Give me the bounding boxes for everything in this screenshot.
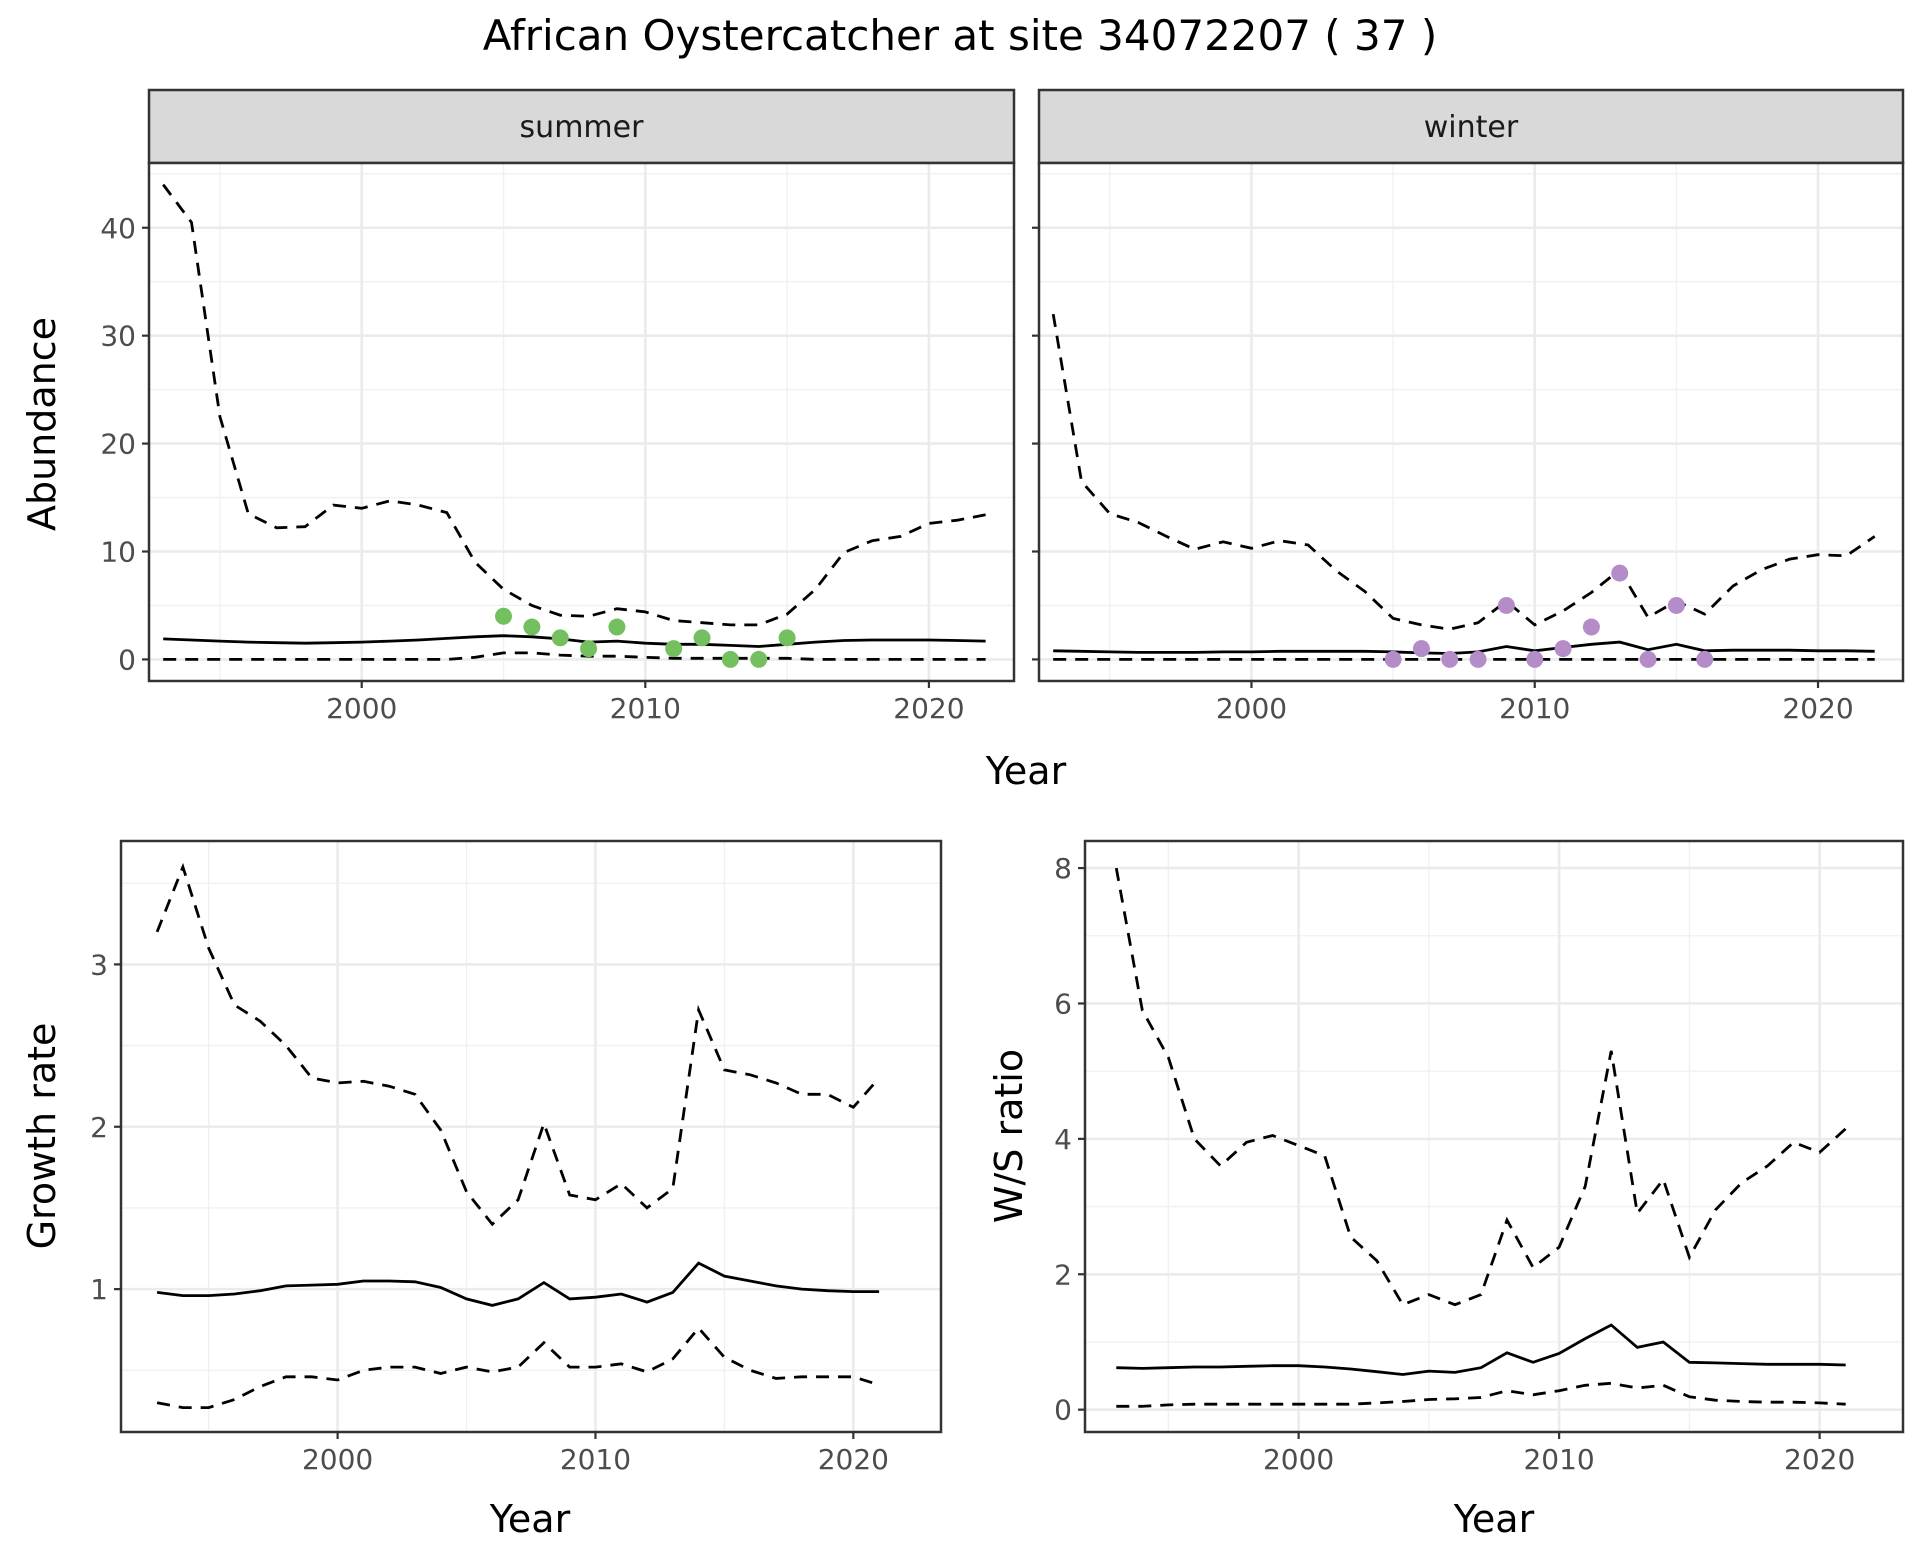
ratio-xlabel: Year [1453, 1497, 1535, 1541]
lower-bound-line [163, 651, 986, 661]
panel-border [147, 161, 1016, 683]
mean-line [156, 1261, 880, 1307]
figure-title: African Oystercatcher at site 34072207 (… [483, 11, 1437, 60]
observed-point [1441, 650, 1459, 668]
observed-point [580, 640, 598, 658]
upper-bound-line [1051, 313, 1876, 631]
observed-point [1582, 618, 1600, 636]
plot-background [121, 841, 941, 1432]
y-tick-label: 20 [100, 428, 136, 461]
observed-point [1639, 650, 1657, 668]
upper-bound-line [1114, 867, 1847, 1307]
summer-strip-label: summer [520, 110, 645, 145]
y-tick-label: 2 [1054, 1258, 1072, 1291]
y-tick-label: 0 [1054, 1394, 1072, 1427]
mean-line [1116, 1323, 1846, 1376]
y-tick-label: 40 [100, 212, 136, 245]
x-tick-label: 2000 [1216, 692, 1287, 725]
winter-strip-label: winter [1424, 110, 1519, 145]
winter-strip [1037, 88, 1905, 165]
observed-point [693, 629, 711, 647]
y-tick-label: 1 [90, 1273, 108, 1306]
x-tick-label: 2000 [326, 692, 397, 725]
y-tick-label: 10 [100, 536, 136, 569]
observed-point [1412, 640, 1430, 658]
observed-point [523, 618, 541, 636]
observed-point [495, 607, 513, 625]
observed-point [1554, 640, 1572, 658]
y-tick-label: 3 [90, 948, 108, 981]
growth-ylabel: Growth rate [20, 1023, 64, 1250]
observed-point [665, 640, 683, 658]
growth-rate-plot: 2000 2010 2020 1 2 3 [90, 839, 943, 1476]
observed-point [1667, 596, 1685, 614]
x-tick-label: 2010 [1499, 692, 1570, 725]
panel-border [1083, 839, 1905, 1434]
observed-point [551, 629, 569, 647]
observed-point [1526, 650, 1544, 668]
observed-point [778, 629, 796, 647]
observed-point [1611, 564, 1629, 582]
plot-background [1085, 841, 1903, 1432]
x-tick-label: 2020 [893, 692, 964, 725]
growth-xlabel: Year [489, 1497, 571, 1541]
observed-point [1497, 596, 1515, 614]
y-tick-label: 4 [1054, 1123, 1072, 1156]
observed-point [1469, 650, 1487, 668]
x-tick-label: 2020 [1784, 1443, 1855, 1476]
panel-border [1037, 161, 1905, 683]
y-tick-label: 0 [118, 643, 136, 676]
plot-background [149, 163, 1014, 681]
growth-rate-panel: 2000 2010 2020 1 2 3 Growth rate Year [20, 839, 943, 1541]
abundance-panel: summer winter 2000 2010 2020 0 10 20 30 40 2000… [20, 88, 1905, 793]
x-tick-label: 2010 [560, 1443, 631, 1476]
summer-facet: 2000 2010 2020 0 10 20 30 40 [100, 161, 1016, 725]
x-tick-label: 2020 [1782, 692, 1853, 725]
summer-strip [147, 88, 1016, 165]
observed-point [721, 650, 739, 668]
y-tick-label: 30 [100, 320, 136, 353]
ratio-ylabel: W/S ratio [987, 1049, 1031, 1223]
observed-point [1384, 650, 1402, 668]
mean-line [1053, 640, 1875, 655]
y-tick-label: 8 [1054, 852, 1072, 885]
lower-bound-line [1116, 1381, 1846, 1408]
observed-point [1696, 650, 1714, 668]
y-tick-label: 2 [90, 1111, 108, 1144]
ws-ratio-plot: 2000 2010 2020 0 2 4 6 8 [1054, 839, 1905, 1476]
x-tick-label: 2010 [610, 692, 681, 725]
x-tick-label: 2000 [302, 1443, 373, 1476]
upper-bound-line [155, 862, 881, 1227]
observed-point [608, 618, 626, 636]
abundance-xlabel: Year [985, 749, 1067, 793]
winter-facet: 2000 2010 2020 [1032, 161, 1905, 725]
observed-point [750, 650, 768, 668]
x-tick-label: 2000 [1263, 1443, 1334, 1476]
ws-ratio-panel: 2000 2010 2020 0 2 4 6 8 W/S ratio Year [987, 839, 1905, 1541]
x-tick-label: 2010 [1523, 1443, 1594, 1476]
plot-background [1039, 163, 1903, 681]
panel-border [119, 839, 943, 1434]
mean-line [163, 634, 986, 648]
x-tick-label: 2020 [818, 1443, 889, 1476]
y-tick-label: 6 [1054, 987, 1072, 1020]
upper-bound-line [162, 183, 986, 627]
lower-bound-line [156, 1325, 880, 1409]
abundance-ylabel: Abundance [20, 317, 64, 531]
